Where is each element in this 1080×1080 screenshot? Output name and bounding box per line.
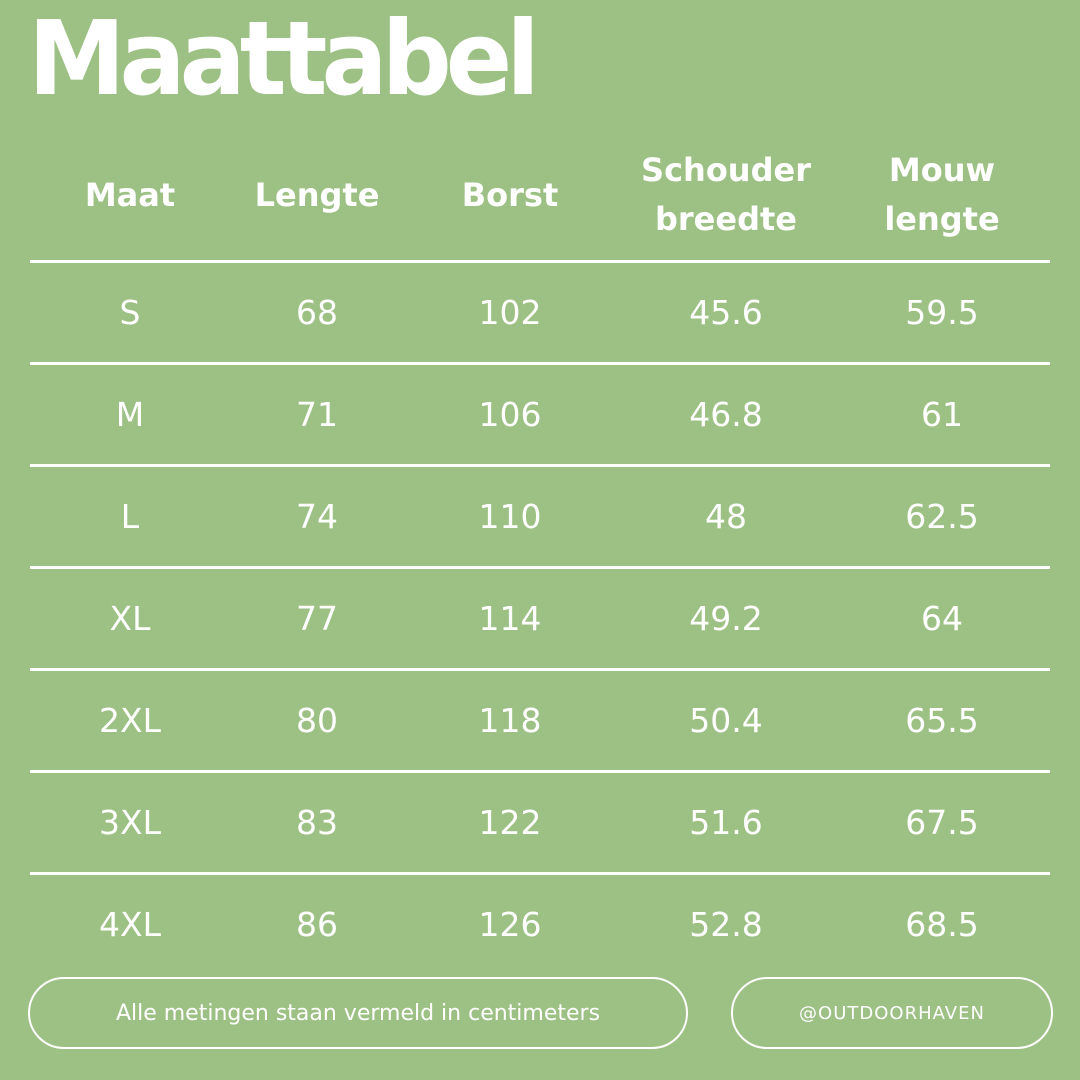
- cell-borst: 126: [478, 905, 542, 944]
- table-header: Maat Lengte Borst Schouder breedte Mouw le…: [30, 130, 1050, 263]
- cell-mouwlengte: 64: [921, 599, 963, 638]
- page-title: Maattabel: [28, 0, 540, 120]
- cell-schouderbreedte: 49.2: [689, 599, 763, 638]
- cell-borst: 122: [478, 803, 542, 842]
- cell-lengte: 77: [296, 599, 338, 638]
- cell-borst: 114: [478, 599, 542, 638]
- header-maat: Maat: [84, 175, 176, 214]
- table-row: 2XL 80 118 50.4 65.5: [30, 671, 1050, 773]
- cell-schouderbreedte: 46.8: [689, 395, 763, 434]
- cell-borst: 106: [478, 395, 542, 434]
- table-row: XL 77 114 49.2 64: [30, 569, 1050, 671]
- table-row: 3XL 83 122 51.6 67.5: [30, 773, 1050, 875]
- table-row: 4XL 86 126 52.8 68.5: [30, 875, 1050, 974]
- cell-mouwlengte: 59.5: [905, 293, 979, 332]
- cell-schouderbreedte: 45.6: [689, 293, 763, 332]
- cell-maat: 2XL: [99, 701, 161, 740]
- table-row: S 68 102 45.6 59.5: [30, 263, 1050, 365]
- table-row: L 74 110 48 62.5: [30, 467, 1050, 569]
- cell-lengte: 71: [296, 395, 338, 434]
- cell-lengte: 80: [296, 701, 338, 740]
- header-mouwlengte: Mouw lengte: [884, 151, 1000, 238]
- cell-mouwlengte: 67.5: [905, 803, 979, 842]
- cell-mouwlengte: 68.5: [905, 905, 979, 944]
- cell-borst: 118: [478, 701, 542, 740]
- header-borst: Borst: [461, 175, 559, 214]
- cell-schouderbreedte: 52.8: [689, 905, 763, 944]
- size-table: Maat Lengte Borst Schouder breedte Mouw le…: [30, 130, 1050, 974]
- cell-schouderbreedte: 50.4: [689, 701, 763, 740]
- cell-maat: L: [120, 497, 140, 536]
- measurement-note: Alle metingen staan vermeld in centimete…: [28, 977, 688, 1049]
- cell-lengte: 68: [296, 293, 338, 332]
- social-handle: @OUTDOORHAVEN: [731, 977, 1053, 1049]
- header-schouderbreedte: Schouder breedte: [641, 151, 811, 238]
- cell-mouwlengte: 62.5: [905, 497, 979, 536]
- cell-maat: 4XL: [99, 905, 161, 944]
- cell-mouwlengte: 65.5: [905, 701, 979, 740]
- table-body: S 68 102 45.6 59.5 M 71 106 46.8 61 L 74 110 48 62.5 XL…: [30, 263, 1050, 974]
- cell-lengte: 86: [296, 905, 338, 944]
- cell-lengte: 83: [296, 803, 338, 842]
- cell-maat: 3XL: [99, 803, 161, 842]
- cell-maat: M: [115, 395, 145, 434]
- cell-borst: 110: [478, 497, 542, 536]
- cell-schouderbreedte: 51.6: [689, 803, 763, 842]
- cell-maat: XL: [109, 599, 151, 638]
- cell-maat: S: [119, 293, 141, 332]
- cell-borst: 102: [478, 293, 542, 332]
- header-lengte: Lengte: [254, 175, 380, 214]
- cell-mouwlengte: 61: [921, 395, 963, 434]
- cell-schouderbreedte: 48: [705, 497, 747, 536]
- cell-lengte: 74: [296, 497, 338, 536]
- table-row: M 71 106 46.8 61: [30, 365, 1050, 467]
